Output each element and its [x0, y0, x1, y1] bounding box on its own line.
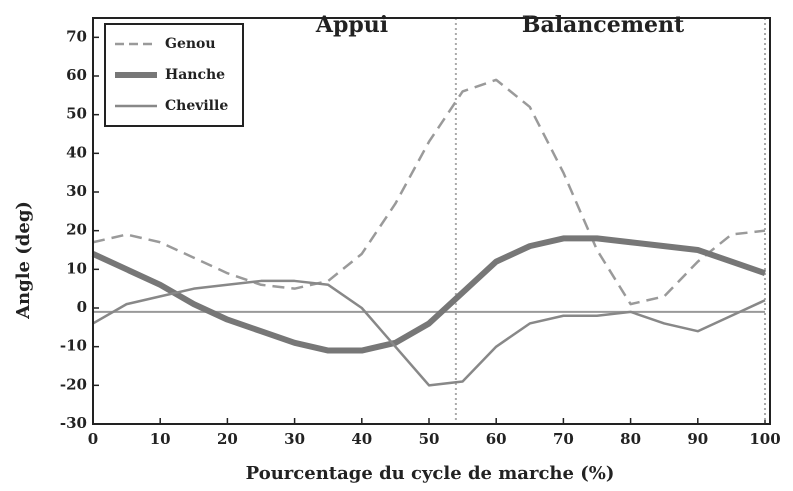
x-tick-label: 0	[88, 430, 98, 448]
series-line	[92, 279, 766, 387]
legend-label: Cheville	[165, 98, 228, 114]
x-tick-label: 100	[749, 430, 780, 448]
x-tick-label: 90	[687, 430, 708, 448]
x-tick-label: 40	[351, 430, 372, 448]
y-tick-label: -30	[60, 414, 87, 432]
y-tick-label: 30	[66, 182, 87, 200]
legend-label: Hanche	[165, 67, 225, 83]
y-tick-label: 20	[66, 221, 87, 239]
x-tick-label: 30	[284, 430, 305, 448]
x-tick-label: 60	[486, 430, 507, 448]
annotation: Appui	[315, 12, 388, 38]
y-tick-label: 50	[66, 105, 87, 123]
y-tick-label: -20	[60, 375, 87, 393]
y-tick-label: 40	[66, 143, 87, 161]
y-tick-label: -10	[60, 337, 87, 355]
legend-label: Genou	[165, 36, 216, 52]
series-line	[91, 235, 766, 354]
y-tick-label: 0	[77, 298, 87, 316]
annotation: Balancement	[522, 12, 685, 38]
x-tick-label: 50	[419, 430, 440, 448]
y-axis-label: Angle (deg)	[13, 201, 34, 320]
x-axis-label: Pourcentage du cycle de marche (%)	[246, 463, 615, 484]
series-line	[92, 78, 766, 306]
x-tick-label: 10	[150, 430, 171, 448]
x-tick-label: 80	[620, 430, 641, 448]
plot-frame	[92, 17, 771, 425]
y-tick-label: 60	[66, 66, 87, 84]
y-tick-label: 70	[66, 27, 87, 45]
x-tick-label: 70	[553, 430, 574, 448]
y-tick-label: 10	[66, 259, 87, 277]
x-tick-label: 20	[217, 430, 238, 448]
